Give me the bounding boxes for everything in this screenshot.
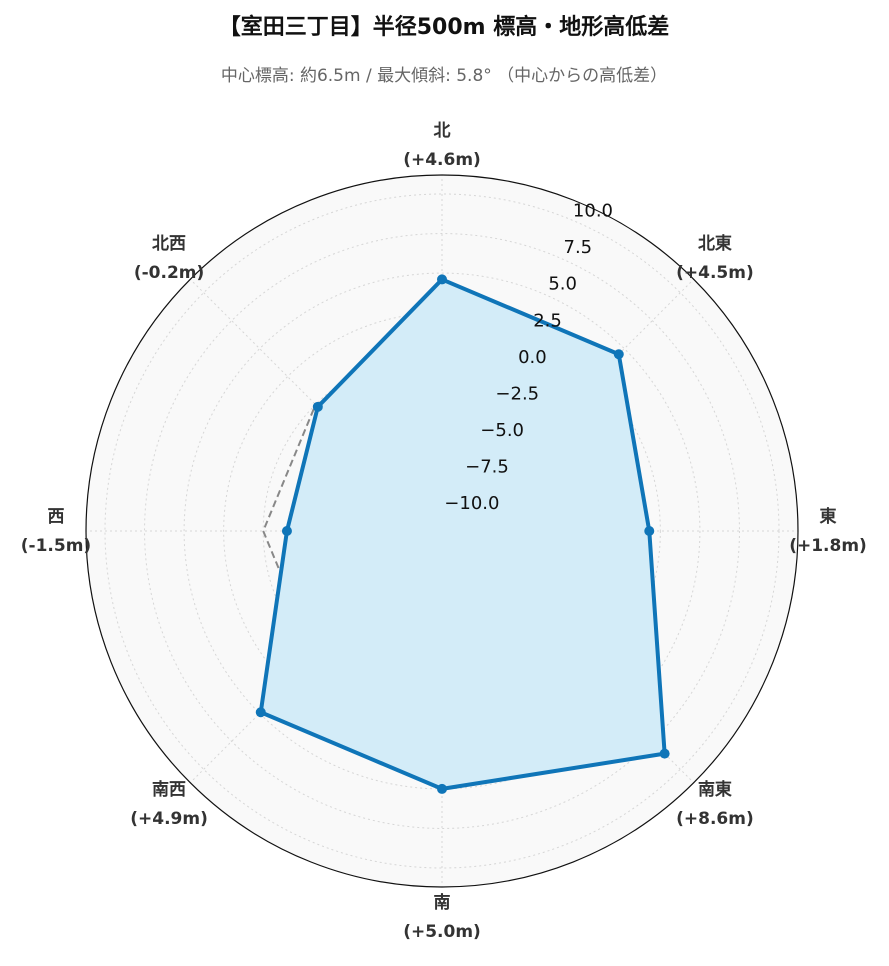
data-point xyxy=(255,707,266,718)
data-point xyxy=(437,783,447,794)
r-tick-label: 2.5 xyxy=(533,310,562,331)
r-tick-label: −2.5 xyxy=(495,383,539,404)
value-label: (+4.5m) xyxy=(676,263,754,283)
data-point xyxy=(437,274,447,285)
chart-subtitle: 中心標高: 約6.5m / 最大傾斜: 5.8° （中心からの高低差） xyxy=(221,66,667,86)
value-label: (-1.5m) xyxy=(21,536,91,556)
grid-circle xyxy=(183,272,701,790)
category-label: 南西 xyxy=(152,779,186,800)
category-label: 北西 xyxy=(152,234,186,254)
category-label: 南 xyxy=(434,892,451,913)
data-point xyxy=(613,349,624,360)
r-tick-label: 10.0 xyxy=(573,201,613,222)
category-label: 東 xyxy=(820,506,837,527)
r-tick-label: 5.0 xyxy=(548,274,577,295)
value-label: (+8.6m) xyxy=(676,809,754,829)
r-tick-label: 0.0 xyxy=(518,347,547,368)
data-point xyxy=(659,748,670,759)
value-label: (+4.6m) xyxy=(403,150,481,170)
grid-circle xyxy=(223,312,661,750)
r-tick-label: 7.5 xyxy=(564,237,593,258)
grid-spoke xyxy=(189,530,443,784)
value-label: (+4.9m) xyxy=(130,809,208,829)
data-point xyxy=(644,526,655,536)
value-label: (+5.0m) xyxy=(403,922,481,942)
r-tick-label: −10.0 xyxy=(444,493,499,514)
category-label: 西 xyxy=(48,507,65,527)
grid-circle xyxy=(144,233,740,829)
data-point xyxy=(281,526,292,536)
grid-spoke xyxy=(189,278,443,532)
grid-circle xyxy=(104,193,780,869)
category-label: 北東 xyxy=(698,233,732,254)
chart-title: 【室田三丁目】半径500m 標高・地形高低差 xyxy=(219,14,670,40)
value-label: (-0.2m) xyxy=(134,263,204,283)
value-label: (+1.8m) xyxy=(789,536,867,556)
data-point xyxy=(312,401,323,412)
grid-spoke xyxy=(441,278,695,532)
r-tick-label: −7.5 xyxy=(465,456,509,477)
category-label: 北 xyxy=(434,121,451,141)
r-tick-label: −5.0 xyxy=(480,420,524,441)
category-label: 南東 xyxy=(698,779,732,800)
plot-border xyxy=(85,174,799,888)
